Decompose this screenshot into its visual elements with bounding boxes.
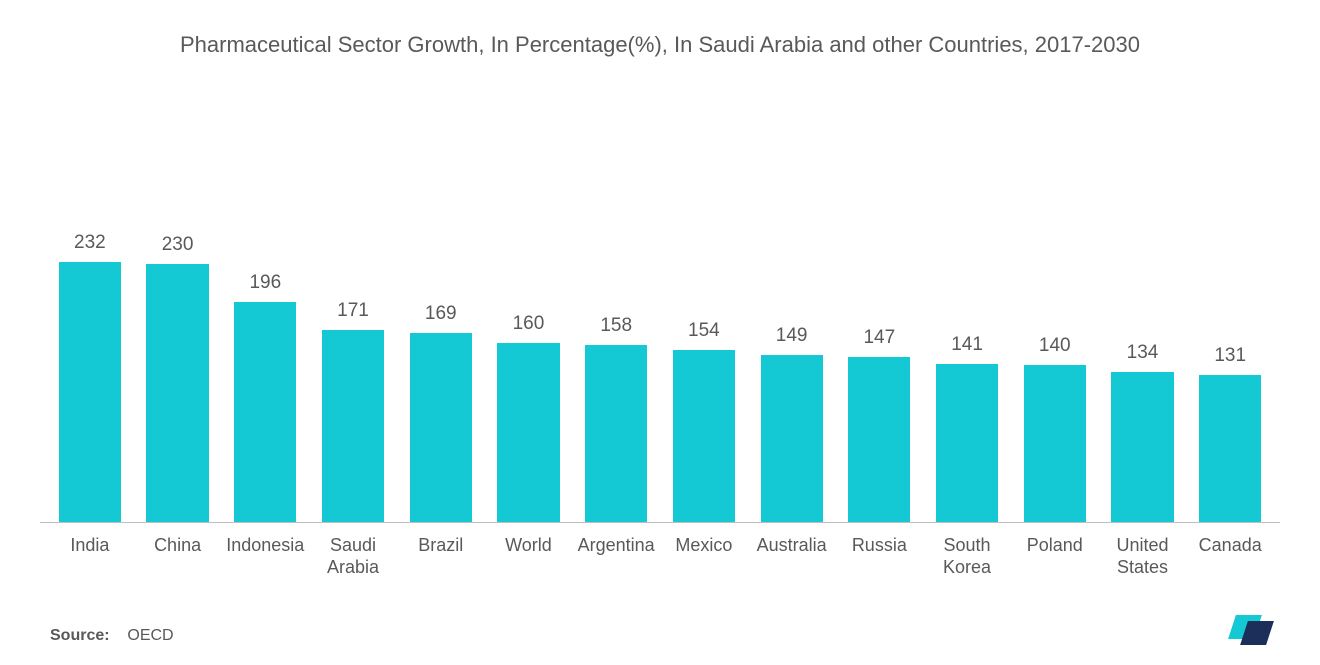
bar bbox=[1199, 375, 1261, 522]
bar bbox=[761, 355, 823, 522]
bar bbox=[234, 302, 296, 522]
bar bbox=[585, 345, 647, 522]
bar bbox=[410, 333, 472, 522]
bar-group: 196 bbox=[225, 120, 305, 522]
bar-group: 169 bbox=[401, 120, 481, 522]
x-axis-label: Russia bbox=[839, 535, 919, 583]
bar-group: 232 bbox=[50, 120, 130, 522]
brand-logo bbox=[1224, 613, 1270, 645]
bar-value-label: 131 bbox=[1214, 345, 1246, 367]
bar-value-label: 140 bbox=[1039, 335, 1071, 357]
bar-value-label: 149 bbox=[776, 325, 808, 347]
bar-group: 171 bbox=[313, 120, 393, 522]
bar-group: 230 bbox=[138, 120, 218, 522]
x-axis-label: Poland bbox=[1015, 535, 1095, 583]
bar bbox=[848, 357, 910, 522]
x-axis-label: China bbox=[138, 535, 218, 583]
chart-container: Pharmaceutical Sector Growth, In Percent… bbox=[0, 0, 1320, 665]
bar-group: 134 bbox=[1103, 120, 1183, 522]
x-axis: IndiaChinaIndonesiaSaudi ArabiaBrazilWor… bbox=[40, 522, 1280, 583]
x-axis-label: Canada bbox=[1190, 535, 1270, 583]
bar-value-label: 154 bbox=[688, 320, 720, 342]
bar bbox=[1024, 365, 1086, 522]
bar-group: 154 bbox=[664, 120, 744, 522]
chart-footer: Source: OECD bbox=[40, 583, 1280, 645]
chart-title: Pharmaceutical Sector Growth, In Percent… bbox=[40, 20, 1280, 60]
bar-value-label: 147 bbox=[863, 327, 895, 349]
x-axis-label: South Korea bbox=[927, 535, 1007, 583]
x-axis-label: Brazil bbox=[401, 535, 481, 583]
bar-group: 160 bbox=[489, 120, 569, 522]
x-axis-label: World bbox=[489, 535, 569, 583]
x-axis-label: Saudi Arabia bbox=[313, 535, 393, 583]
x-axis-label: Indonesia bbox=[225, 535, 305, 583]
bar-group: 158 bbox=[576, 120, 656, 522]
bar-value-label: 171 bbox=[337, 300, 369, 322]
bar bbox=[497, 343, 559, 522]
bar bbox=[1111, 372, 1173, 522]
bar-group: 149 bbox=[752, 120, 832, 522]
bar-value-label: 160 bbox=[513, 313, 545, 335]
bar bbox=[673, 350, 735, 522]
bar bbox=[59, 262, 121, 522]
bar-group: 147 bbox=[839, 120, 919, 522]
bar-group: 140 bbox=[1015, 120, 1095, 522]
bar bbox=[322, 330, 384, 522]
bar bbox=[936, 364, 998, 522]
bar-value-label: 230 bbox=[162, 234, 194, 256]
plot-area: 232 230 196 171 169 160 158 154 149 147 141 140 134 1… bbox=[40, 60, 1280, 522]
bar-value-label: 232 bbox=[74, 232, 106, 254]
source-value: OECD bbox=[127, 627, 173, 644]
x-axis-label: Australia bbox=[752, 535, 832, 583]
bar-group: 131 bbox=[1190, 120, 1270, 522]
bar-group: 141 bbox=[927, 120, 1007, 522]
x-axis-label: India bbox=[50, 535, 130, 583]
source-citation: Source: OECD bbox=[50, 627, 174, 645]
bar-value-label: 196 bbox=[249, 272, 281, 294]
bar-value-label: 158 bbox=[600, 315, 632, 337]
bar bbox=[146, 264, 208, 522]
x-axis-label: Mexico bbox=[664, 535, 744, 583]
source-label: Source: bbox=[50, 627, 110, 644]
x-axis-label: Argentina bbox=[576, 535, 656, 583]
bar-value-label: 134 bbox=[1127, 342, 1159, 364]
bar-value-label: 141 bbox=[951, 334, 983, 356]
bar-value-label: 169 bbox=[425, 303, 457, 325]
x-axis-label: United States bbox=[1103, 535, 1183, 583]
